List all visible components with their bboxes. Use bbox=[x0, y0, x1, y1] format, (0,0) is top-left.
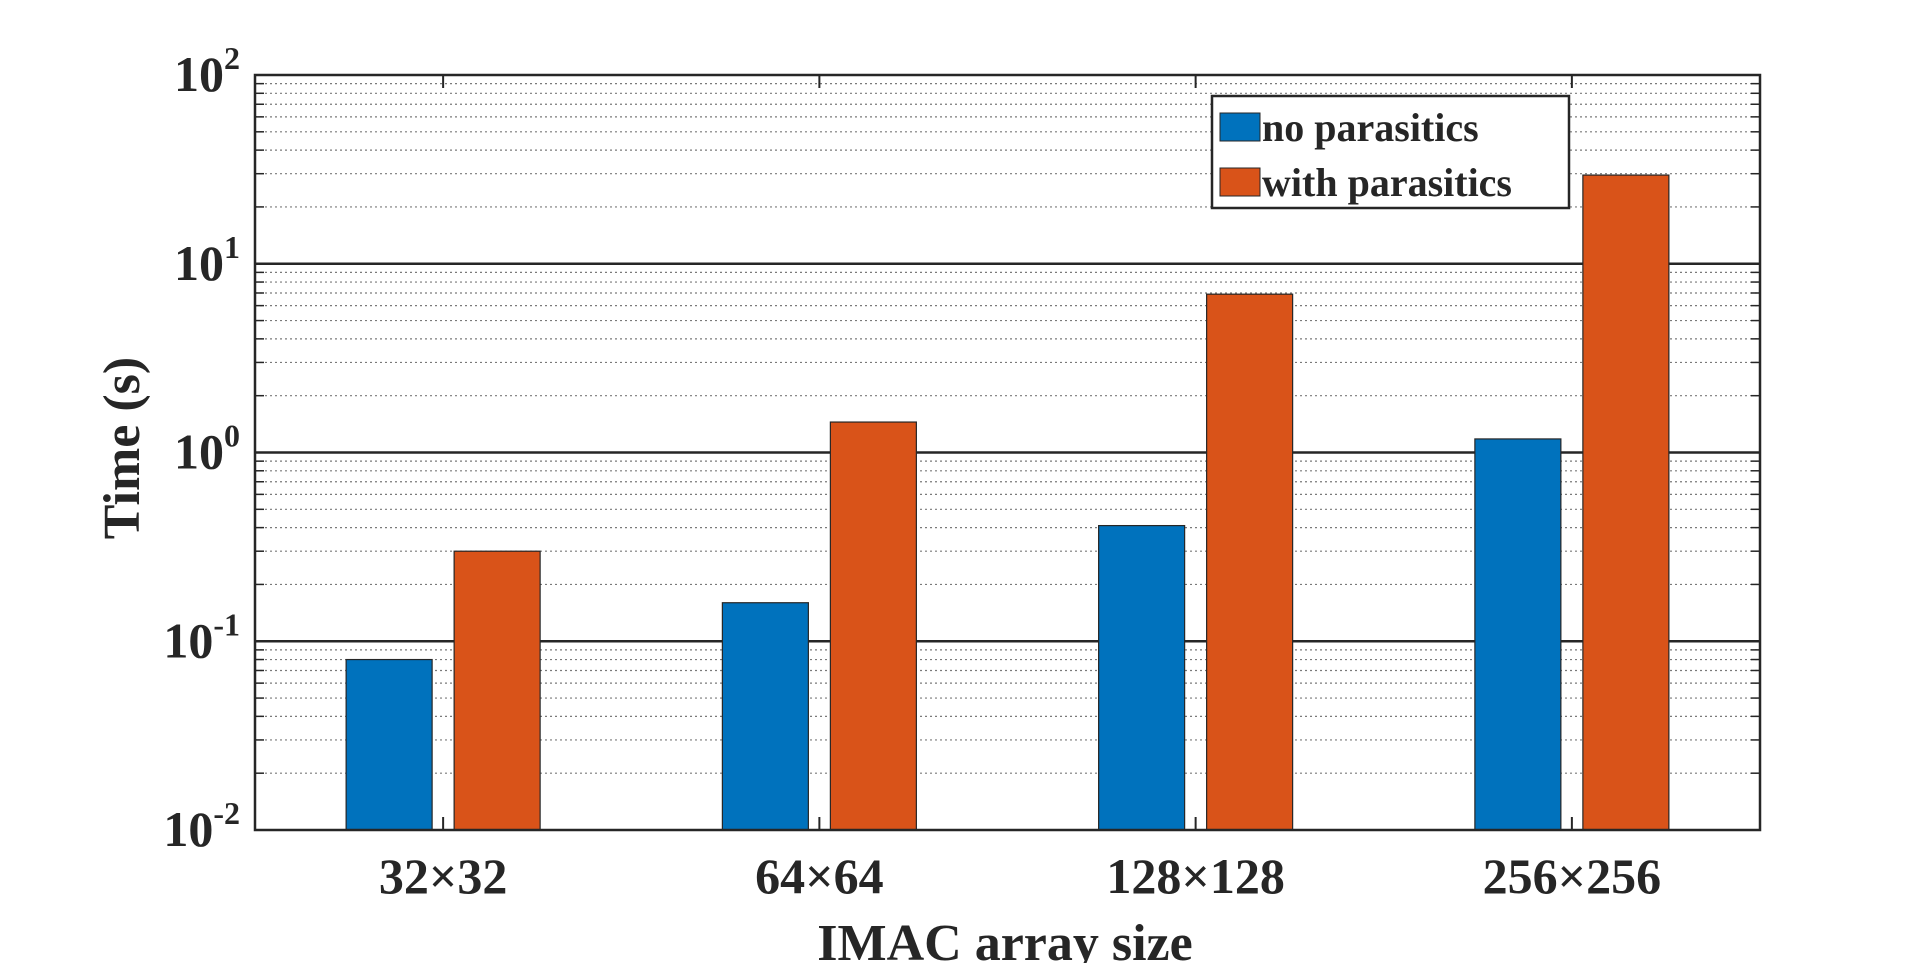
legend-label-no-parasitics: no parasitics bbox=[1262, 105, 1479, 150]
y-tick-label-5: 102 bbox=[174, 40, 240, 102]
y-tick-label-1: 10-2 bbox=[163, 795, 240, 857]
y-tick-label-2: 10-1 bbox=[163, 606, 240, 668]
legend: no parasitics with parasitics bbox=[1210, 94, 1571, 210]
x-axis-label: IMAC array size bbox=[817, 915, 1192, 963]
x-tick-label-1: 32×32 bbox=[379, 848, 508, 904]
x-tick-label-2: 64×64 bbox=[755, 848, 884, 904]
x-tick-label-3: 128×128 bbox=[1106, 848, 1285, 904]
bar-no-parasitics-4 bbox=[1474, 438, 1562, 831]
bar-with-parasitics-3 bbox=[1206, 293, 1294, 831]
y-axis-label: Time (s) bbox=[94, 357, 151, 539]
bar-no-parasitics-2 bbox=[721, 602, 809, 831]
legend-label-with-parasitics: with parasitics bbox=[1262, 160, 1512, 205]
bar-with-parasitics-4 bbox=[1582, 174, 1670, 831]
bar-no-parasitics-1 bbox=[345, 658, 433, 831]
bar-with-parasitics-2 bbox=[829, 421, 917, 831]
tick-labels: 32×32 64×64 128×128 256×256 10-2 10-1 100 101 10… bbox=[163, 40, 1661, 904]
bar-no-parasitics-3 bbox=[1098, 524, 1186, 831]
bar-with-parasitics-1 bbox=[453, 550, 541, 831]
legend-swatch-with-parasitics bbox=[1219, 167, 1261, 197]
legend-box bbox=[1210, 94, 1571, 210]
y-tick-label-3: 100 bbox=[174, 418, 240, 480]
axes bbox=[253, 73, 1762, 832]
bars bbox=[345, 174, 1670, 831]
x-tick-label-4: 256×256 bbox=[1483, 848, 1662, 904]
y-tick-label-4: 101 bbox=[174, 229, 240, 291]
legend-swatch-no-parasitics bbox=[1219, 112, 1261, 142]
